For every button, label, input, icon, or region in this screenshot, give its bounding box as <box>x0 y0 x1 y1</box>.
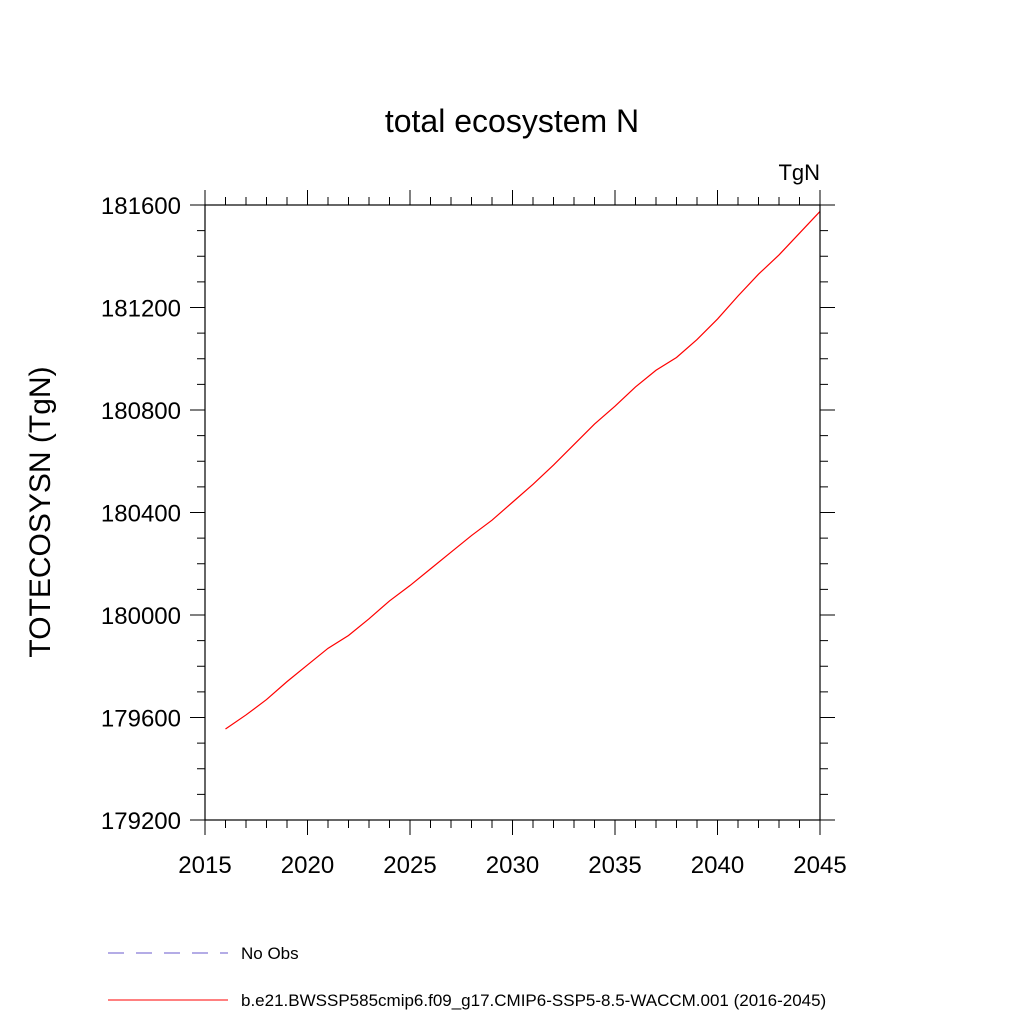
y-tick-label: 180000 <box>101 603 181 630</box>
legend-label-model-run: b.e21.BWSSP585cmip6.f09_g17.CMIP6-SSP5-8… <box>241 991 826 1010</box>
x-tick-label: 2015 <box>178 852 231 879</box>
legend: No Obs b.e21.BWSSP585cmip6.f09_g17.CMIP6… <box>108 944 826 1010</box>
y-tick-label: 181200 <box>101 296 181 323</box>
legend-label-no-obs: No Obs <box>241 944 299 963</box>
y-tick-label: 179600 <box>101 706 181 733</box>
x-tick-label: 2020 <box>281 852 334 879</box>
x-tick-labels: 2015 2020 2025 2030 2035 2040 2045 <box>178 852 846 879</box>
units-label: TgN <box>778 160 820 185</box>
chart-title: total ecosystem N <box>385 103 639 139</box>
tick-marks <box>190 190 835 835</box>
series-layer <box>225 210 821 730</box>
x-tick-label: 2045 <box>793 852 846 879</box>
y-tick-labels: 179200 179600 180000 180400 180800 181200 1816… <box>101 193 181 835</box>
x-tick-label: 2040 <box>691 852 744 879</box>
y-tick-label: 180400 <box>101 501 181 528</box>
y-axis-title: TOTECOSYSN (TgN) <box>24 366 57 657</box>
x-tick-label: 2030 <box>486 852 539 879</box>
series-line <box>225 210 821 730</box>
y-tick-label: 181600 <box>101 193 181 220</box>
y-tick-label: 180800 <box>101 398 181 425</box>
y-tick-label: 179200 <box>101 808 181 835</box>
x-tick-label: 2035 <box>588 852 641 879</box>
plot-frame <box>204 204 821 821</box>
x-tick-label: 2025 <box>383 852 436 879</box>
